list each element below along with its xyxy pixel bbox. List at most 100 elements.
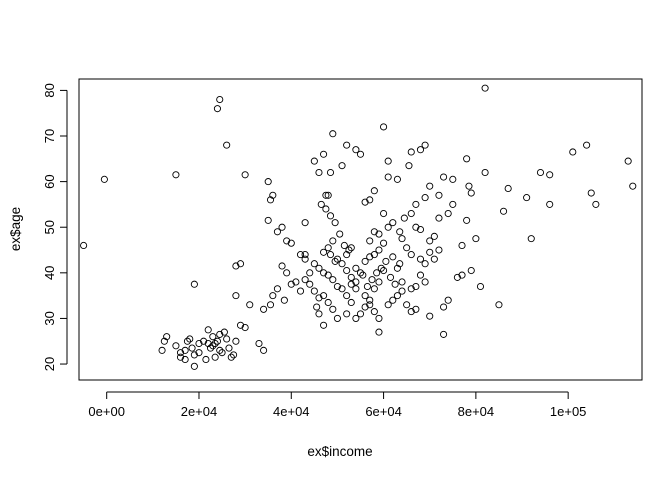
data-point bbox=[183, 337, 191, 345]
data-point bbox=[301, 255, 309, 263]
data-point bbox=[366, 237, 374, 245]
data-point bbox=[347, 244, 355, 252]
data-point bbox=[347, 280, 355, 288]
x-tick-label: 0e+00 bbox=[88, 404, 125, 419]
data-point bbox=[370, 228, 378, 236]
data-point bbox=[366, 196, 374, 204]
data-point bbox=[264, 216, 272, 224]
data-point bbox=[324, 191, 332, 199]
data-point bbox=[260, 346, 268, 354]
data-point bbox=[449, 175, 457, 183]
data-point bbox=[403, 301, 411, 309]
data-point bbox=[190, 351, 198, 359]
data-point bbox=[412, 223, 420, 231]
data-point bbox=[287, 239, 295, 247]
data-point bbox=[241, 323, 249, 332]
data-point bbox=[426, 182, 434, 190]
data-point bbox=[403, 244, 411, 252]
data-point bbox=[366, 296, 374, 304]
data-point bbox=[340, 241, 348, 250]
x-axis: 0e+00 2e+04 4e+04 6e+04 8e+04 1e+05 bbox=[88, 391, 586, 419]
data-point bbox=[255, 339, 263, 348]
data-point bbox=[232, 292, 240, 300]
data-points bbox=[80, 84, 637, 370]
data-point bbox=[333, 282, 341, 291]
data-point bbox=[380, 266, 388, 275]
data-point bbox=[396, 228, 404, 236]
data-point bbox=[467, 189, 475, 197]
data-point bbox=[352, 278, 360, 286]
data-point bbox=[315, 294, 323, 302]
data-point bbox=[407, 209, 415, 218]
data-point bbox=[315, 168, 323, 177]
data-point bbox=[523, 194, 531, 202]
data-point bbox=[296, 287, 305, 295]
data-point bbox=[504, 184, 512, 192]
data-point bbox=[158, 346, 166, 354]
data-point bbox=[310, 260, 318, 268]
data-point bbox=[331, 257, 339, 265]
data-point bbox=[343, 292, 351, 300]
data-point bbox=[421, 141, 429, 149]
data-point bbox=[320, 248, 328, 256]
data-point bbox=[190, 362, 198, 370]
data-point bbox=[396, 260, 404, 268]
data-point bbox=[322, 205, 330, 213]
data-point bbox=[216, 346, 224, 354]
data-point bbox=[352, 146, 360, 154]
data-point bbox=[426, 248, 434, 256]
data-point bbox=[209, 333, 217, 341]
data-point bbox=[629, 182, 637, 190]
data-point bbox=[343, 141, 351, 149]
data-point bbox=[370, 285, 378, 293]
data-point bbox=[204, 339, 212, 348]
data-point bbox=[343, 310, 351, 318]
data-point bbox=[213, 337, 221, 345]
data-point bbox=[569, 148, 577, 156]
data-point bbox=[227, 353, 235, 361]
data-point bbox=[343, 251, 351, 259]
data-point bbox=[163, 333, 171, 341]
data-point bbox=[380, 123, 388, 131]
data-point bbox=[200, 337, 208, 345]
data-point bbox=[444, 209, 452, 218]
data-point bbox=[306, 269, 314, 277]
data-point bbox=[366, 301, 374, 309]
data-point bbox=[472, 235, 480, 243]
data-point bbox=[352, 264, 360, 272]
data-point bbox=[338, 162, 346, 170]
data-point bbox=[218, 349, 226, 357]
data-point bbox=[426, 312, 434, 320]
data-point bbox=[384, 157, 392, 165]
data-point bbox=[375, 230, 383, 238]
data-point bbox=[386, 273, 395, 281]
data-point bbox=[269, 191, 277, 199]
data-point bbox=[278, 262, 286, 270]
data-point bbox=[465, 182, 473, 190]
data-point bbox=[375, 314, 383, 322]
data-point bbox=[336, 230, 344, 238]
data-point bbox=[361, 198, 369, 206]
data-point bbox=[398, 287, 406, 295]
data-point bbox=[458, 241, 466, 250]
data-point bbox=[467, 266, 475, 275]
data-point bbox=[495, 301, 503, 309]
data-point bbox=[324, 244, 332, 252]
data-point bbox=[160, 337, 168, 345]
y-tick-label: 60 bbox=[42, 174, 57, 188]
data-point bbox=[359, 271, 367, 279]
data-point bbox=[320, 150, 328, 158]
data-point bbox=[301, 219, 309, 227]
data-point bbox=[412, 305, 420, 313]
plot-area bbox=[78, 78, 643, 381]
data-point bbox=[583, 141, 591, 149]
data-point bbox=[343, 266, 351, 275]
data-point bbox=[412, 282, 420, 291]
data-point bbox=[292, 278, 300, 286]
data-point bbox=[363, 282, 371, 291]
data-point bbox=[587, 189, 595, 197]
data-point bbox=[326, 168, 335, 177]
data-point bbox=[458, 271, 466, 279]
data-point bbox=[181, 355, 189, 364]
data-point bbox=[416, 271, 425, 279]
